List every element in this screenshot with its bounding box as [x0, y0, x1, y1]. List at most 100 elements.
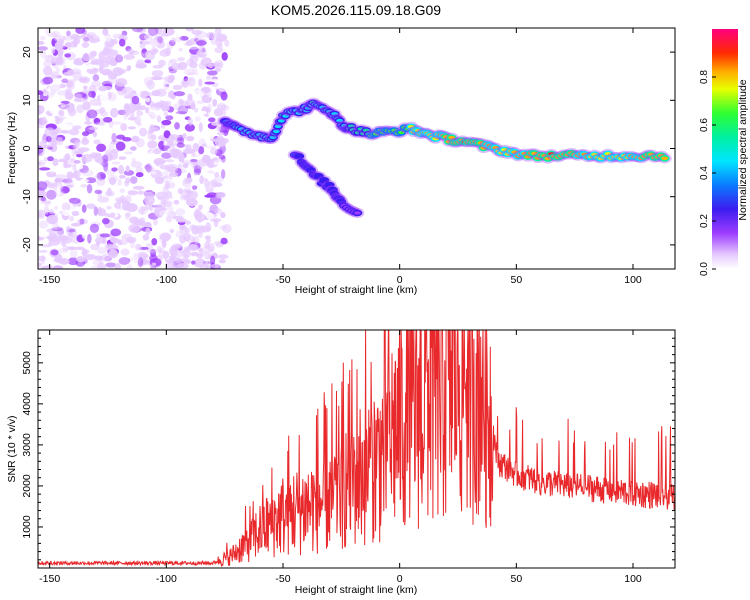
noise-speckle — [201, 201, 209, 207]
noise-speckle — [158, 59, 166, 67]
noise-speckle — [87, 233, 92, 244]
noise-speckle — [115, 77, 128, 87]
y-tick-label: 2000 — [21, 474, 33, 498]
noise-speckle — [167, 140, 174, 147]
colorbar-tick-label: 0.4 — [699, 166, 710, 180]
noise-speckle — [99, 173, 106, 179]
noise-speckle — [220, 69, 227, 78]
noise-speckle — [96, 178, 106, 187]
noise-speckle — [109, 177, 117, 186]
noise-speckle — [133, 103, 142, 111]
noise-speckle — [126, 67, 131, 72]
noise-speckle — [91, 38, 101, 43]
noise-speckle — [158, 233, 167, 243]
noise-speckle — [38, 161, 42, 166]
noise-speckle — [119, 188, 126, 194]
noise-speckle — [129, 50, 140, 56]
signal-trace-core — [501, 148, 509, 152]
noise-speckle — [201, 154, 211, 164]
noise-speckle — [217, 254, 229, 260]
noise-speckle — [214, 28, 222, 37]
noise-speckle — [99, 92, 109, 103]
noise-speckle — [185, 234, 196, 244]
noise-speckle — [174, 257, 183, 264]
noise-speckle — [92, 131, 97, 138]
noise-speckle — [117, 241, 128, 245]
noise-speckle — [218, 138, 230, 144]
noise-speckle — [183, 76, 189, 82]
noise-speckle — [80, 184, 89, 188]
noise-speckle — [57, 63, 64, 73]
noise-speckle — [70, 158, 75, 163]
y-tick-label: -20 — [21, 237, 33, 252]
noise-speckle — [193, 165, 202, 174]
noise-speckle — [48, 238, 61, 246]
noise-speckle — [121, 86, 134, 95]
noise-speckle — [79, 76, 91, 84]
noise-speckle — [218, 155, 226, 160]
noise-speckle — [182, 248, 191, 258]
noise-speckle — [89, 51, 97, 58]
noise-speckle — [138, 127, 148, 137]
noise-speckle — [74, 139, 81, 146]
noise-speckle — [73, 141, 80, 150]
noise-speckle — [66, 30, 71, 37]
noise-speckle — [204, 212, 215, 220]
noise-speckle — [163, 76, 169, 81]
secondary-trace-core — [353, 211, 361, 215]
noise-speckle — [184, 68, 195, 76]
noise-speckle — [144, 34, 150, 40]
noise-speckle — [168, 246, 178, 256]
noise-speckle — [82, 29, 87, 35]
noise-speckle — [159, 232, 172, 241]
noise-speckle — [167, 77, 174, 84]
noise-speckle — [88, 90, 96, 98]
noise-speckle — [151, 76, 164, 81]
noise-speckle — [125, 45, 132, 52]
noise-speckle — [126, 236, 137, 244]
noise-speckle — [195, 225, 206, 234]
noise-speckle — [67, 257, 79, 266]
noise-speckle — [56, 228, 65, 236]
noise-speckle — [205, 31, 216, 40]
noise-speckle — [116, 199, 129, 204]
noise-speckle — [167, 163, 179, 173]
noise-speckle — [196, 31, 207, 39]
noise-speckle — [51, 226, 64, 232]
noise-speckle — [135, 137, 145, 148]
noise-speckle — [218, 35, 226, 42]
noise-speckle — [47, 146, 54, 150]
noise-speckle — [153, 206, 166, 217]
noise-speckle — [194, 212, 206, 222]
noise-speckle — [147, 140, 158, 149]
noise-speckle — [189, 61, 198, 69]
noise-speckle — [138, 90, 149, 99]
noise-speckle — [124, 151, 133, 155]
noise-speckle — [132, 51, 144, 59]
noise-speckle — [194, 208, 201, 213]
noise-speckle — [178, 98, 184, 106]
noise-speckle — [84, 249, 90, 254]
x-tick-label: -150 — [39, 274, 60, 286]
noise-speckle — [138, 217, 146, 227]
noise-speckle — [220, 211, 226, 219]
noise-speckle — [64, 42, 72, 48]
noise-speckle — [107, 91, 112, 100]
noise-speckle — [66, 81, 74, 88]
noise-speckle — [207, 170, 215, 174]
noise-speckle — [43, 205, 49, 215]
noise-speckle — [150, 134, 157, 141]
noise-speckle — [148, 38, 161, 46]
noise-speckle — [43, 60, 52, 68]
noise-speckle — [89, 98, 101, 106]
noise-speckle — [54, 115, 59, 119]
noise-speckle — [184, 259, 192, 264]
noise-speckle — [40, 196, 47, 202]
noise-speckle — [221, 52, 228, 61]
noise-speckle — [179, 249, 191, 254]
x-tick-label: 0 — [397, 274, 403, 286]
noise-speckle — [92, 259, 103, 266]
noise-speckle — [155, 28, 163, 35]
noise-speckle — [38, 105, 45, 115]
noise-speckle — [98, 51, 106, 61]
